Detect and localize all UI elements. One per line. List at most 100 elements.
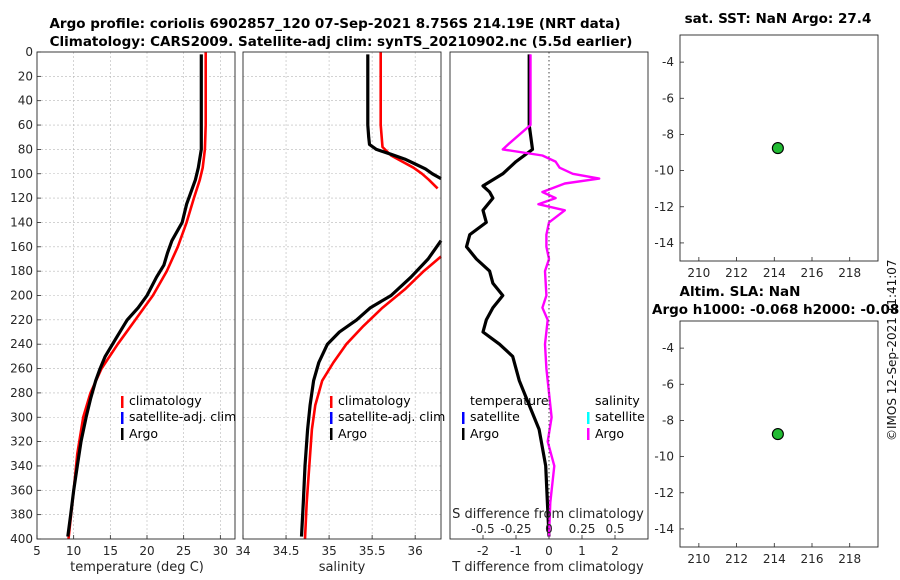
- y-tick-label: 280: [10, 386, 33, 400]
- y-tick-label: 400: [10, 532, 33, 546]
- map-y-tick-label: -10: [654, 450, 674, 464]
- y-tick-label: 320: [10, 435, 33, 449]
- y-tick-label: 140: [10, 215, 33, 229]
- temperature-panel: 0 20 40 60 80 100 120 140 160 180 200 220 240 260 280 3…: [10, 45, 236, 575]
- legend-swatch-s-satellite: [587, 412, 590, 424]
- map-x-tick-label: 218: [838, 266, 861, 280]
- legend-swatch-climatology: [121, 396, 124, 408]
- x-tick-label: 30: [213, 544, 228, 558]
- x-tick-label: 36: [408, 544, 423, 558]
- t-difference-xlabel: T difference from climatology: [451, 560, 644, 575]
- difference-salinity-legend: salinity satellite Argo: [587, 393, 645, 441]
- sla-map-title-line2: Argo h1000: -0.068 h2000: -0.087: [652, 302, 900, 318]
- difference-panel: -2 -1 0 1 2 -0.5 -0.25 0 0.25 0.5 S difference f…: [449, 51, 649, 575]
- x-tick-label: 0: [545, 544, 553, 558]
- map-x-tick-label: 214: [763, 266, 786, 280]
- series-line-climatology_upper: [379, 52, 439, 190]
- legend-label-satellite: satellite-adj. clim: [129, 409, 236, 424]
- map-x-tick-label: 218: [838, 552, 861, 566]
- x-tick-label: 20: [139, 544, 154, 558]
- y-tick-label: 60: [18, 118, 33, 132]
- s-difference-xlabel: S difference from climatology: [452, 507, 644, 522]
- s-tick-label: -0.25: [500, 522, 531, 536]
- imos-timestamp-stamp: ©IMOS 12-Sep-2021 11:41:07: [885, 259, 899, 441]
- map-y-tick-label: -14: [654, 236, 674, 250]
- legend-swatch-climatology: [330, 396, 333, 408]
- legend-label-climatology: climatology: [129, 393, 202, 408]
- s-tick-label: -0.5: [471, 522, 494, 536]
- sst-map-panel: sat. SST: NaN Argo: 27.4 -4 -6 -8 -10 -12 -14…: [654, 11, 879, 280]
- map-x-tick-label: 214: [763, 552, 786, 566]
- x-tick-label: 25: [176, 544, 191, 558]
- series-line-Argo_upper: [366, 54, 442, 180]
- sst-map-title: sat. SST: NaN Argo: 27.4: [685, 11, 872, 27]
- salinity-axes-frame: [242, 51, 442, 540]
- x-tick-label: 5: [33, 544, 41, 558]
- legend-label-satellite: satellite-adj. clim: [338, 409, 445, 424]
- legend-swatch-t-satellite: [462, 412, 465, 424]
- y-tick-label: 100: [10, 167, 33, 181]
- series-line-climatology_lower: [303, 255, 442, 540]
- y-tick-label: 360: [10, 483, 33, 497]
- y-tick-label: 260: [10, 362, 33, 376]
- x-tick-label: 34: [235, 544, 250, 558]
- salinity-legend: climatology satellite-adj. clim Argo: [330, 393, 445, 441]
- map-y-tick-label: -4: [662, 55, 674, 69]
- salinity-panel: 34 34.5 35 35.5 36 salinity climatology sate…: [235, 51, 445, 575]
- sst-map-axes-frame: [679, 34, 879, 262]
- s-tick-label: 0: [545, 522, 553, 536]
- legend-label-t-satellite: satellite: [470, 409, 520, 424]
- temperature-legend: climatology satellite-adj. clim Argo: [121, 393, 236, 441]
- x-tick-label: 1: [578, 544, 586, 558]
- sla-map-axes-frame: [679, 320, 879, 548]
- legend-label-temperature: temperature: [470, 393, 549, 408]
- legend-swatch-argo: [121, 428, 124, 440]
- legend-label-s-argo: Argo: [595, 426, 624, 441]
- y-tick-label: 220: [10, 313, 33, 327]
- y-tick-label: 300: [10, 410, 33, 424]
- legend-label-climatology: climatology: [338, 393, 411, 408]
- legend-label-argo: Argo: [129, 426, 158, 441]
- legend-swatch-satellite: [121, 412, 124, 424]
- series-line-T_argo_diff: [464, 54, 551, 537]
- legend-label-s-satellite: satellite: [595, 409, 645, 424]
- x-tick-label: 2: [611, 544, 619, 558]
- map-x-tick-label: 216: [801, 266, 824, 280]
- y-tick-label: 380: [10, 508, 33, 522]
- legend-label-argo: Argo: [338, 426, 367, 441]
- legend-swatch-s-argo: [587, 428, 590, 440]
- sla-map-panel: Altim. SLA: NaN Argo h1000: -0.068 h2000…: [652, 284, 900, 566]
- y-tick-label: 20: [18, 69, 33, 83]
- x-tick-label: -1: [510, 544, 522, 558]
- y-tick-label: 180: [10, 264, 33, 278]
- temperature-xlabel: temperature (deg C): [70, 560, 204, 575]
- y-tick-label: 0: [25, 45, 33, 59]
- x-tick-label: 10: [66, 544, 81, 558]
- map-y-tick-label: -10: [654, 164, 674, 178]
- map-y-tick-label: -6: [662, 91, 674, 105]
- x-tick-label: 34.5: [273, 544, 300, 558]
- map-y-tick-label: -8: [662, 127, 674, 141]
- x-tick-label: 35.5: [359, 544, 386, 558]
- s-tick-label: 0.5: [605, 522, 624, 536]
- y-tick-label: 80: [18, 142, 33, 156]
- map-x-tick-label: 212: [725, 552, 748, 566]
- sla-map-title-line1: Altim. SLA: NaN: [680, 284, 801, 300]
- map-y-tick-label: -14: [654, 522, 674, 536]
- figure-title-line2: Climatology: CARS2009. Satellite-adj cli…: [50, 34, 633, 50]
- x-tick-label: 35: [321, 544, 336, 558]
- s-tick-label: 0.25: [569, 522, 596, 536]
- figure-title-line1: Argo profile: coriolis 6902857_120 07-Se…: [49, 16, 620, 32]
- map-x-tick-label: 210: [687, 552, 710, 566]
- y-tick-label: 120: [10, 191, 33, 205]
- series-line-Argo: [66, 54, 203, 537]
- float-location-marker: [771, 428, 784, 441]
- map-y-tick-label: -12: [654, 486, 674, 500]
- x-tick-label: 15: [103, 544, 118, 558]
- y-tick-label: 200: [10, 289, 33, 303]
- y-tick-label: 340: [10, 459, 33, 473]
- y-tick-label: 40: [18, 94, 33, 108]
- map-x-tick-label: 210: [687, 266, 710, 280]
- series-line-S_argo_diff: [501, 54, 601, 537]
